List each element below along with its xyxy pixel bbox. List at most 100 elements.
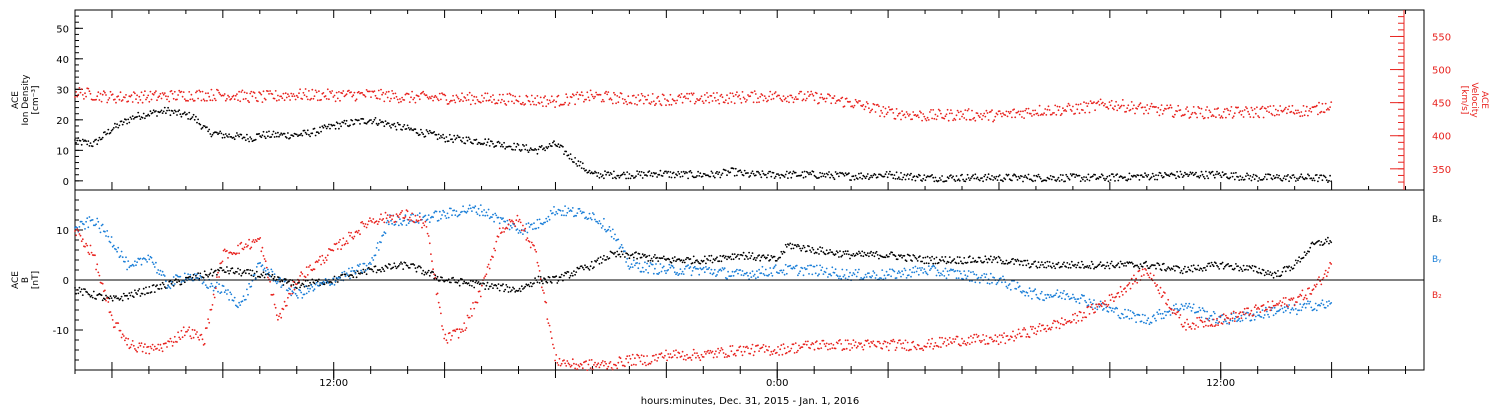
- velocity-series-point: [299, 88, 301, 91]
- bx-series-point: [1043, 266, 1045, 269]
- bx-series-point: [152, 284, 155, 286]
- density-series-point: [374, 117, 377, 119]
- density-series-point: [270, 136, 273, 138]
- velocity-series-point: [384, 93, 387, 95]
- by-series-point: [1172, 304, 1175, 307]
- by-series-point: [617, 238, 620, 241]
- by-series-point: [280, 286, 283, 288]
- velocity-series-point: [264, 98, 267, 101]
- by-series-point: [742, 274, 745, 277]
- by-series-point: [849, 271, 851, 274]
- by-series-point: [1188, 302, 1191, 305]
- density-series-point: [138, 115, 141, 118]
- bz-series-point: [260, 250, 263, 253]
- by-series-point: [1225, 320, 1227, 323]
- velocity-series-point: [1310, 110, 1313, 113]
- velocity-series-point: [1001, 115, 1003, 118]
- bx-series-point: [523, 287, 525, 289]
- bx-series-point: [829, 249, 831, 251]
- by-series-point: [783, 273, 786, 276]
- by-series-point: [630, 263, 633, 265]
- by-series-point: [1186, 307, 1188, 309]
- bx-series-point: [1160, 269, 1163, 272]
- velocity-series-point: [1031, 115, 1033, 117]
- bx-series-point: [559, 276, 562, 279]
- density-series-point: [627, 177, 630, 180]
- bz-series-point: [142, 346, 145, 348]
- bx-series-point: [897, 254, 900, 256]
- bx-series-point: [978, 256, 981, 259]
- density-series-point: [896, 177, 899, 180]
- velocity-series-point: [882, 106, 885, 108]
- by-series-point: [566, 211, 569, 214]
- bx-series-point: [1039, 264, 1042, 266]
- by-series-point: [1043, 299, 1045, 302]
- by-series-point: [376, 242, 379, 244]
- by-series-point: [128, 266, 131, 269]
- velocity-series-point: [212, 94, 215, 96]
- by-series-point: [371, 257, 373, 259]
- density-series-point: [1278, 174, 1280, 177]
- by-series-point: [993, 276, 996, 279]
- density-series-point: [932, 176, 935, 179]
- by-series-point: [499, 216, 502, 219]
- by-series-point: [672, 266, 675, 269]
- bx-series-point: [408, 267, 411, 269]
- density-series-point: [75, 142, 77, 144]
- by-series-point: [691, 270, 694, 272]
- velocity-series-point: [202, 98, 205, 101]
- bx-series-point: [80, 288, 83, 291]
- velocity-series-point: [1296, 112, 1298, 115]
- bz-series-point: [218, 276, 221, 278]
- velocity-series-point: [1026, 112, 1029, 114]
- density-series-point: [466, 139, 469, 142]
- by-series-point: [487, 208, 490, 211]
- by-series-point: [244, 298, 247, 301]
- by-series-point: [554, 213, 556, 216]
- velocity-series-point: [159, 92, 162, 95]
- bx-series-point: [1327, 236, 1329, 239]
- velocity-series-point: [206, 99, 208, 102]
- density-series-point: [957, 178, 960, 181]
- density-series-point: [188, 111, 191, 114]
- density-series-point: [126, 122, 128, 125]
- bx-series-point: [138, 288, 141, 290]
- velocity-series-point: [369, 90, 371, 93]
- density-series-point: [1284, 178, 1287, 181]
- density-series-point: [285, 137, 288, 139]
- velocity-series-point: [257, 100, 259, 103]
- velocity-series-point: [658, 100, 661, 103]
- density-series-point: [540, 145, 543, 147]
- velocity-series-point: [681, 101, 684, 104]
- density-series-point: [568, 157, 571, 160]
- bx-series-point: [614, 251, 616, 254]
- by-series-point: [390, 219, 392, 222]
- density-series-point: [1017, 175, 1020, 178]
- by-series-point: [1261, 309, 1264, 311]
- by-series-point: [1117, 314, 1120, 317]
- velocity-series-point: [800, 90, 803, 93]
- bx-series-point: [797, 243, 799, 246]
- bx-series-point: [567, 271, 570, 273]
- velocity-series-point: [1008, 112, 1011, 115]
- velocity-series-point: [761, 94, 764, 97]
- density-series-point: [96, 143, 99, 146]
- density-series-point: [639, 174, 642, 177]
- by-series-point: [454, 214, 457, 217]
- density-series-point: [544, 149, 546, 152]
- velocity-series-point: [430, 97, 432, 100]
- by-series-point: [570, 210, 573, 213]
- bx-series-point: [495, 284, 498, 287]
- bx-series-point: [1025, 264, 1028, 267]
- by-series-point: [391, 222, 393, 225]
- bx-series-point: [770, 255, 773, 257]
- by-series-point: [1015, 288, 1018, 290]
- bx-series-point: [678, 258, 681, 261]
- density-series-point: [636, 170, 638, 173]
- bx-series-point: [248, 272, 251, 275]
- by-series-point: [852, 272, 855, 274]
- by-series-point: [926, 273, 929, 276]
- velocity-series-point: [1231, 117, 1234, 119]
- density-series-point: [1240, 178, 1243, 181]
- by-series-point: [701, 268, 704, 270]
